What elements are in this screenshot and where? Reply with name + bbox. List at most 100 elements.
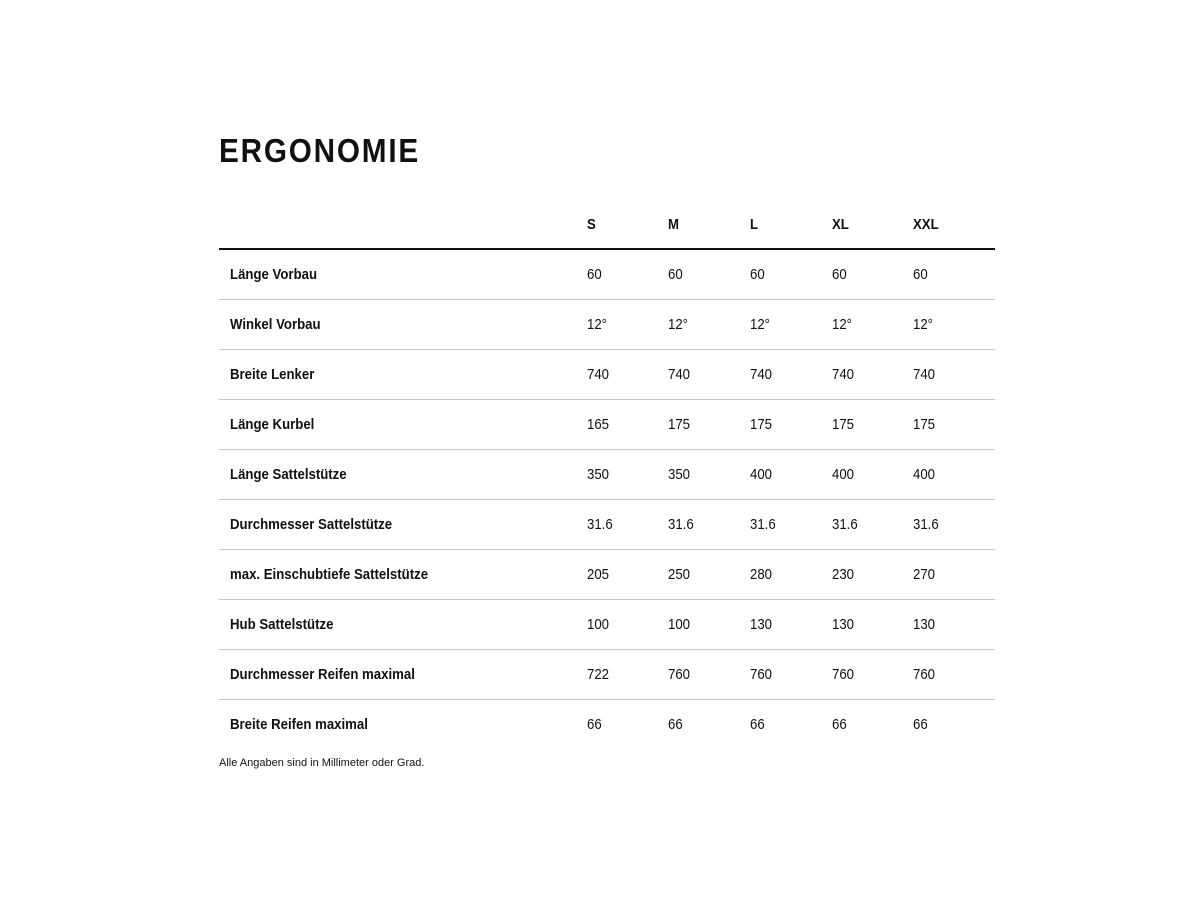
cell-value: 400 xyxy=(913,466,936,483)
table-cell: 100 xyxy=(668,599,750,650)
row-label: Winkel Vorbau xyxy=(219,299,587,350)
header-label: M xyxy=(668,215,680,233)
cell-value: 130 xyxy=(831,616,854,633)
cell-value: 31.6 xyxy=(586,516,613,533)
header-size-s: S xyxy=(586,200,669,250)
table-cell: 12° xyxy=(668,299,750,350)
header-label: S xyxy=(586,215,596,233)
row-label-text: max. Einschubtiefe Sattelstütze xyxy=(230,566,429,583)
table-cell: 760 xyxy=(913,649,995,700)
cell-value: 760 xyxy=(831,666,854,683)
cell-value: 740 xyxy=(586,366,609,383)
table-cell: 12° xyxy=(913,299,995,350)
table-row: Länge Kurbel 165 175 175 175 175 xyxy=(219,399,995,450)
cell-value: 31.6 xyxy=(913,516,939,533)
row-label-text: Länge Vorbau xyxy=(230,266,318,283)
table-cell: 12° xyxy=(749,299,832,350)
cell-value: 740 xyxy=(913,366,936,383)
table-cell: 100 xyxy=(586,599,669,650)
table-cell: 60 xyxy=(749,249,832,300)
cell-value: 760 xyxy=(749,666,772,683)
table-cell: 760 xyxy=(749,649,832,700)
table-cell: 740 xyxy=(586,349,669,400)
table-cell: 175 xyxy=(913,399,995,450)
table-cell: 400 xyxy=(749,449,832,500)
cell-value: 350 xyxy=(668,466,691,483)
table-cell: 270 xyxy=(913,549,995,600)
row-label: Länge Sattelstütze xyxy=(219,449,587,500)
cell-value: 130 xyxy=(749,616,772,633)
cell-value: 175 xyxy=(668,416,691,433)
cell-value: 31.6 xyxy=(749,516,776,533)
table-cell: 175 xyxy=(831,399,914,450)
row-label-text: Winkel Vorbau xyxy=(230,316,321,333)
table-cell: 740 xyxy=(831,349,914,400)
cell-value: 740 xyxy=(831,366,854,383)
table-row: Breite Lenker 740 740 740 740 740 xyxy=(219,349,995,400)
cell-value: 12° xyxy=(749,316,770,333)
cell-value: 400 xyxy=(749,466,772,483)
cell-value: 12° xyxy=(831,316,852,333)
cell-value: 400 xyxy=(831,466,854,483)
table-cell: 130 xyxy=(913,599,995,650)
cell-value: 165 xyxy=(586,416,609,433)
cell-value: 66 xyxy=(586,716,602,733)
header-size-xxl: XXL xyxy=(913,200,995,250)
table-row: Länge Vorbau 60 60 60 60 60 xyxy=(219,249,995,300)
row-label: Länge Kurbel xyxy=(219,399,587,450)
cell-value: 12° xyxy=(586,316,607,333)
row-label-text: Breite Lenker xyxy=(230,366,315,383)
cell-value: 350 xyxy=(586,466,609,483)
table-cell: 130 xyxy=(749,599,832,650)
table-cell: 66 xyxy=(668,700,750,750)
header-empty xyxy=(219,200,587,250)
cell-value: 270 xyxy=(913,566,936,583)
table-cell: 31.6 xyxy=(586,499,669,550)
table-cell: 66 xyxy=(913,700,995,750)
table-cell: 60 xyxy=(831,249,914,300)
row-label: Breite Lenker xyxy=(219,349,587,400)
cell-value: 66 xyxy=(831,716,847,733)
cell-value: 60 xyxy=(831,266,847,283)
cell-value: 100 xyxy=(586,616,609,633)
cell-value: 230 xyxy=(831,566,854,583)
row-label-text: Durchmesser Reifen maximal xyxy=(230,666,415,683)
row-label: Länge Vorbau xyxy=(219,249,587,300)
cell-value: 175 xyxy=(749,416,772,433)
row-label: Durchmesser Reifen maximal xyxy=(219,649,587,700)
header-label: L xyxy=(749,215,758,233)
cell-value: 60 xyxy=(913,266,928,283)
table-row: Hub Sattelstütze 100 100 130 130 130 xyxy=(219,599,995,650)
table-cell: 66 xyxy=(587,700,669,750)
table-cell: 60 xyxy=(668,249,750,300)
row-label: Breite Reifen maximal xyxy=(219,700,587,750)
table-cell: 66 xyxy=(832,700,914,750)
cell-value: 60 xyxy=(668,266,683,283)
row-label: Hub Sattelstütze xyxy=(219,599,587,650)
table-row: Winkel Vorbau 12° 12° 12° 12° 12° xyxy=(219,299,995,350)
table-cell: 31.6 xyxy=(749,499,832,550)
table-cell: 31.6 xyxy=(831,499,914,550)
table-cell: 280 xyxy=(749,549,832,600)
cell-value: 66 xyxy=(749,716,765,733)
table-cell: 760 xyxy=(831,649,914,700)
row-label-text: Hub Sattelstütze xyxy=(230,616,334,633)
table-cell: 230 xyxy=(831,549,914,600)
table-row: max. Einschubtiefe Sattelstütze 205 250 280… xyxy=(219,549,995,600)
geometry-table: S M L XL XXL Länge Vorbau 60 60 60 60 60 Winke… xyxy=(219,200,995,749)
table-cell: 130 xyxy=(831,599,914,650)
cell-value: 760 xyxy=(668,666,691,683)
table-cell: 175 xyxy=(749,399,832,450)
row-label-text: Länge Kurbel xyxy=(230,416,315,433)
cell-value: 31.6 xyxy=(668,516,694,533)
table-row: Durchmesser Sattelstütze 31.6 31.6 31.6 31.6… xyxy=(219,499,995,550)
table-cell: 12° xyxy=(831,299,914,350)
table-cell: 205 xyxy=(586,549,669,600)
table-row: Durchmesser Reifen maximal 722 760 760 760 76… xyxy=(219,649,995,700)
table-cell: 350 xyxy=(668,449,750,500)
cell-value: 130 xyxy=(913,616,936,633)
table-cell: 175 xyxy=(668,399,750,450)
cell-value: 31.6 xyxy=(831,516,858,533)
table-cell: 60 xyxy=(913,249,995,300)
table-cell: 165 xyxy=(586,399,669,450)
